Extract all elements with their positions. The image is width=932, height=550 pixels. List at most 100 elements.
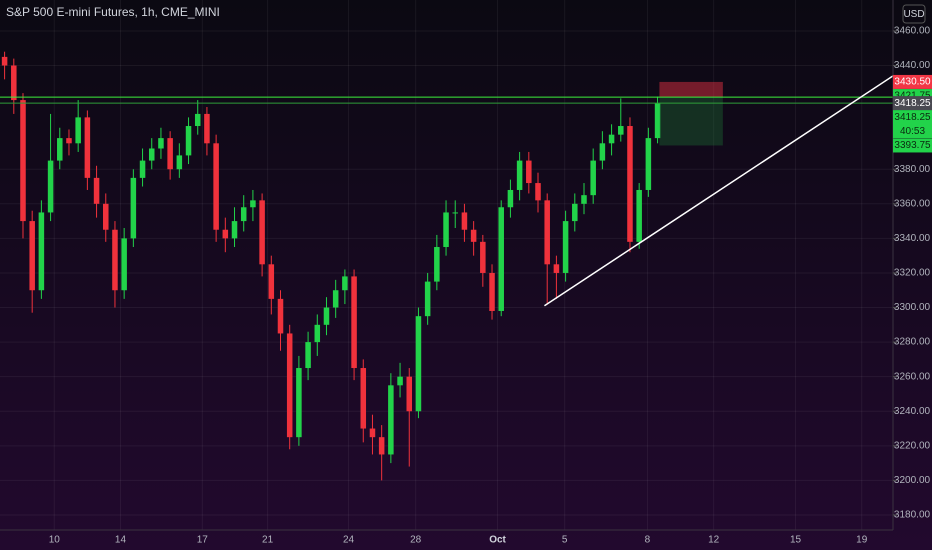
candle-body: [351, 276, 357, 369]
candle-body: [645, 138, 652, 190]
candle-body: [93, 177, 100, 204]
grid: [0, 0, 893, 530]
y-tick-label: 3240.00: [894, 406, 931, 417]
candle-body: [38, 212, 45, 291]
candle-body: [590, 160, 596, 196]
x-tick-label: 5: [562, 535, 568, 546]
candle-body: [222, 229, 229, 239]
price-badge: [893, 138, 932, 153]
axes: 3460.00 3440.00 3380.00 3360.00 3340.00 3320.…: [49, 26, 932, 546]
x-tick-label: 17: [197, 535, 209, 546]
candle-body: [148, 148, 155, 161]
candle-body: [139, 160, 146, 178]
candle-body: [277, 298, 284, 334]
candle-body: [314, 324, 321, 343]
candle-body: [194, 113, 201, 127]
candle-body: [489, 272, 495, 311]
candle-body: [627, 126, 633, 242]
candle-body: [259, 200, 265, 265]
candle-body: [296, 368, 302, 438]
x-tick-label: 8: [645, 535, 651, 546]
candle-body: [434, 247, 440, 282]
x-tick-label: 21: [262, 535, 274, 546]
candle-body: [213, 143, 219, 230]
candle-body: [158, 138, 164, 149]
candle-body: [378, 437, 385, 455]
candle-body: [286, 333, 293, 438]
candle-body: [47, 160, 54, 213]
x-tick-label: 28: [410, 535, 422, 546]
candle-body: [535, 183, 541, 201]
candle-body: [231, 221, 238, 239]
candle-body: [572, 203, 578, 222]
x-tick-label: 24: [343, 535, 355, 546]
candle-body: [84, 117, 91, 178]
candle-body: [250, 200, 256, 208]
candle-body: [553, 264, 560, 273]
candle-body: [57, 138, 63, 161]
candle-body: [406, 376, 413, 412]
candle-body: [11, 65, 17, 101]
candle-body: [121, 238, 127, 291]
candle-body: [103, 203, 109, 230]
price-badge: [893, 74, 932, 89]
price-badge-label: 3393.75: [894, 140, 931, 151]
candle-body: [581, 195, 587, 204]
candle-body: [240, 207, 247, 222]
candle-body: [268, 264, 275, 299]
candle-body: [608, 134, 615, 144]
candle-body: [20, 100, 26, 222]
candle-body: [66, 138, 72, 144]
candle-body: [130, 177, 137, 239]
candle-body: [544, 200, 550, 265]
plot: [0, 51, 894, 481]
candle-body: [305, 342, 311, 369]
candle-body: [176, 155, 183, 170]
price-badge: [893, 96, 932, 111]
candle-body: [470, 229, 477, 242]
price-badge-label: 3430.50: [894, 77, 931, 88]
candle-body: [424, 281, 431, 317]
position-stop-zone: [659, 81, 723, 98]
price-countdown: 40:53: [900, 126, 925, 137]
candle-body: [342, 276, 348, 291]
candle-body: [654, 103, 661, 139]
currency-button[interactable]: [902, 4, 926, 24]
candle-body: [360, 368, 367, 429]
x-tick-label: 10: [49, 535, 61, 546]
candle-body: [480, 241, 486, 273]
candle-body: [415, 316, 422, 412]
candle-body: [618, 126, 624, 135]
trend-line: [544, 75, 894, 307]
candle-body: [185, 126, 192, 156]
candle-body: [167, 138, 173, 170]
y-tick-label: 3320.00: [894, 268, 931, 279]
candle-body: [369, 428, 376, 438]
candle-body: [323, 307, 330, 325]
price-badge-label: 3418.25: [894, 98, 931, 109]
y-tick-label: 3280.00: [894, 337, 931, 348]
candle-body: [526, 160, 532, 184]
x-tick-label: 19: [856, 535, 868, 546]
candle-body: [516, 160, 523, 190]
candle-body: [498, 207, 504, 311]
candle-body: [388, 385, 394, 455]
x-tick-label: 15: [790, 535, 802, 546]
y-tick-label: 3180.00: [894, 510, 931, 521]
y-tick-label: 3200.00: [894, 475, 931, 486]
candle-body: [29, 221, 35, 291]
currency-label[interactable]: USD: [903, 9, 924, 20]
candle-body: [332, 290, 339, 308]
y-tick-label: 3440.00: [894, 60, 931, 71]
y-tick-label: 3220.00: [894, 440, 931, 451]
candle-body: [636, 189, 642, 242]
y-tick-label: 3300.00: [894, 302, 931, 313]
y-tick-label: 3260.00: [894, 371, 931, 382]
candle-body: [397, 376, 403, 386]
chart-title: S&P 500 E-mini Futures, 1h, CME_MINI: [6, 5, 220, 19]
position-target-zone: [659, 97, 723, 146]
x-tick-label: 14: [115, 535, 127, 546]
